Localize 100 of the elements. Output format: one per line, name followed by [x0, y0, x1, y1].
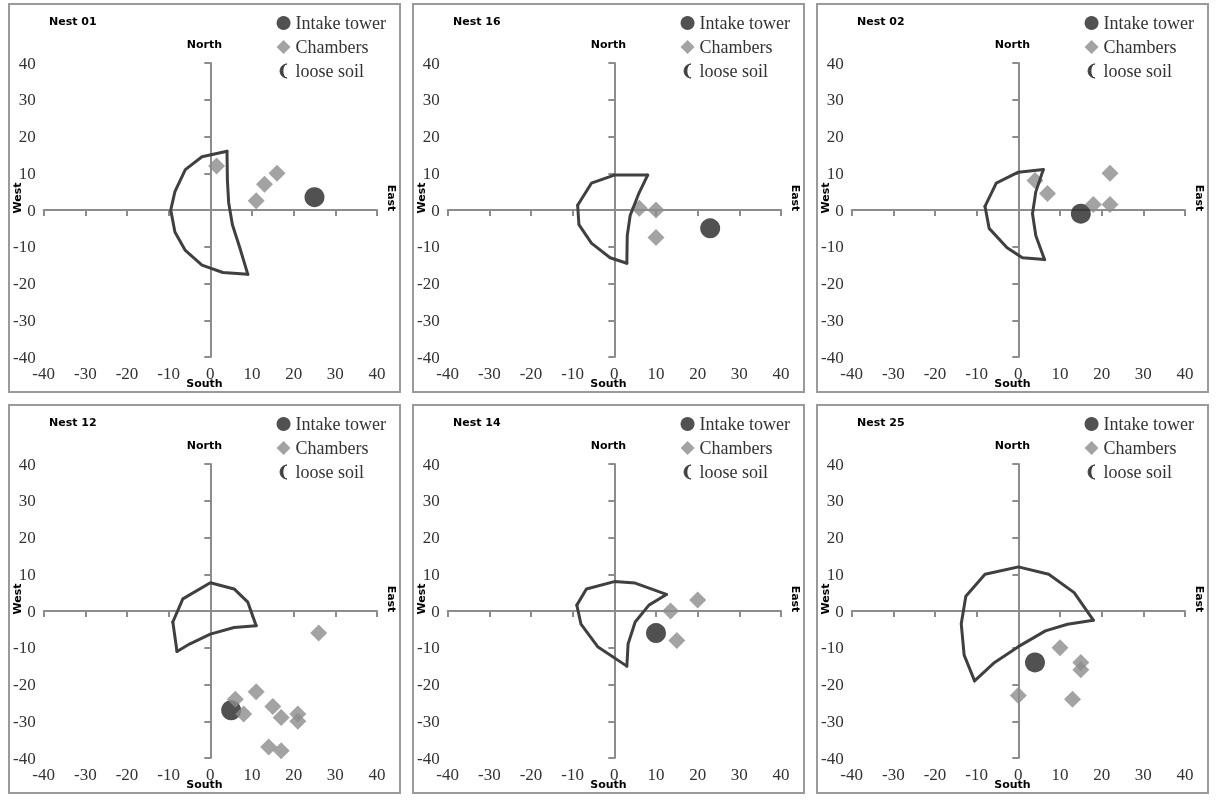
y-tick-label: -20 — [12, 274, 36, 293]
y-tick-label: -30 — [416, 310, 440, 330]
y-tick-label: 0 — [27, 601, 36, 621]
legend-label: Intake tower — [1103, 414, 1195, 434]
chart-title: Nest 12 — [49, 416, 97, 429]
legend-label: Intake tower — [295, 13, 387, 33]
y-tick-label: 20 — [422, 127, 440, 146]
x-tick-label: -30 — [881, 765, 905, 784]
y-tick-label: 30 — [826, 491, 844, 511]
y-tick-label: 20 — [18, 127, 36, 146]
x-tick-label: 40 — [368, 765, 386, 784]
x-tick-label: 20 — [285, 765, 303, 784]
text: North — [994, 38, 1031, 51]
y-tick-label: -40 — [820, 748, 844, 768]
x-tick-label: -20 — [519, 765, 543, 784]
text: East — [385, 585, 398, 613]
legend-label: Chambers — [1103, 37, 1177, 57]
y-tick-label: 30 — [422, 90, 440, 110]
y-tick-label: -10 — [820, 638, 844, 658]
chart-title: Nest 16 — [453, 15, 501, 28]
legend-label: Chambers — [699, 438, 773, 458]
x-tick-label: 10 — [1051, 765, 1069, 784]
legend-label: loose soil — [1103, 61, 1173, 81]
y-tick-label: 10 — [826, 163, 844, 183]
y-tick-label: -10 — [820, 237, 844, 257]
x-tick-label: -10 — [157, 765, 180, 784]
x-tick-label: -20 — [519, 364, 543, 383]
y-tick-label: -20 — [416, 675, 440, 694]
y-tick-label: 10 — [826, 564, 844, 584]
chart-title: Nest 02 — [857, 15, 905, 28]
y-tick-label: -40 — [416, 347, 440, 367]
text: West — [415, 583, 428, 615]
legend-label: loose soil — [295, 462, 365, 482]
y-tick-label: 40 — [826, 454, 844, 474]
y-tick-label: -10 — [416, 237, 440, 257]
x-tick-label: 20 — [689, 765, 707, 784]
y-tick-label: 30 — [18, 491, 36, 511]
y-tick-label: -20 — [416, 274, 440, 293]
text: East — [789, 585, 802, 613]
y-tick-label: -10 — [12, 638, 36, 658]
x-tick-label: 10 — [647, 765, 665, 784]
legend-label: Intake tower — [699, 13, 791, 33]
x-tick-label: -30 — [881, 364, 905, 383]
y-tick-label: -20 — [820, 675, 844, 694]
y-tick-label: 20 — [826, 528, 844, 547]
y-tick-label: 0 — [431, 601, 440, 621]
chart-title: Nest 01 — [49, 15, 97, 28]
legend-label: Intake tower — [1103, 13, 1195, 33]
text: East — [789, 184, 802, 212]
x-tick-label: 40 — [772, 364, 790, 383]
y-tick-label: -40 — [12, 347, 36, 367]
legend-label: loose soil — [295, 61, 365, 81]
x-tick-label: -30 — [477, 765, 501, 784]
x-tick-label: 30 — [326, 364, 344, 383]
y-tick-label: 0 — [27, 200, 36, 220]
y-tick-label: 10 — [422, 163, 440, 183]
x-tick-label: -30 — [73, 765, 97, 784]
y-tick-label: 40 — [18, 53, 36, 73]
legend-label: Chambers — [1103, 438, 1177, 458]
y-tick-label: -10 — [12, 237, 36, 257]
legend-label: loose soil — [699, 61, 769, 81]
legend-label: Intake tower — [699, 414, 791, 434]
legend-label: loose soil — [699, 462, 769, 482]
y-tick-label: 0 — [835, 601, 844, 621]
y-tick-label: -40 — [416, 748, 440, 768]
y-tick-label: -30 — [12, 310, 36, 330]
x-tick-label: -20 — [115, 765, 139, 784]
y-tick-label: 10 — [18, 564, 36, 584]
x-tick-label: 30 — [730, 364, 748, 383]
text: North — [590, 38, 627, 51]
x-tick-label: -10 — [157, 364, 180, 383]
x-tick-label: -20 — [115, 364, 139, 383]
x-tick-label: 10 — [647, 364, 665, 383]
text: West — [819, 182, 832, 214]
x-tick-label: 10 — [1051, 364, 1069, 383]
x-tick-label: 30 — [326, 765, 344, 784]
x-tick-label: 20 — [1093, 364, 1111, 383]
y-tick-label: 10 — [422, 564, 440, 584]
y-tick-label: 20 — [18, 528, 36, 547]
text: East — [385, 184, 398, 212]
y-tick-label: 40 — [422, 454, 440, 474]
text: West — [11, 182, 24, 214]
x-tick-label: -20 — [923, 765, 947, 784]
y-tick-label: -20 — [820, 274, 844, 293]
legend-label: Chambers — [699, 37, 773, 57]
y-tick-label: 10 — [18, 163, 36, 183]
x-tick-label: 10 — [243, 364, 261, 383]
x-tick-label: -10 — [561, 765, 584, 784]
text: North — [994, 439, 1031, 452]
y-tick-label: -40 — [820, 347, 844, 367]
x-tick-label: 40 — [368, 364, 386, 383]
y-tick-label: 20 — [826, 127, 844, 146]
x-tick-label: 10 — [243, 765, 261, 784]
y-tick-label: 0 — [431, 200, 440, 220]
text: East — [1193, 585, 1206, 613]
text: West — [415, 182, 428, 214]
y-tick-label: 0 — [835, 200, 844, 220]
y-tick-label: -30 — [820, 711, 844, 731]
x-tick-label: 30 — [1134, 364, 1152, 383]
x-tick-label: -10 — [561, 364, 584, 383]
